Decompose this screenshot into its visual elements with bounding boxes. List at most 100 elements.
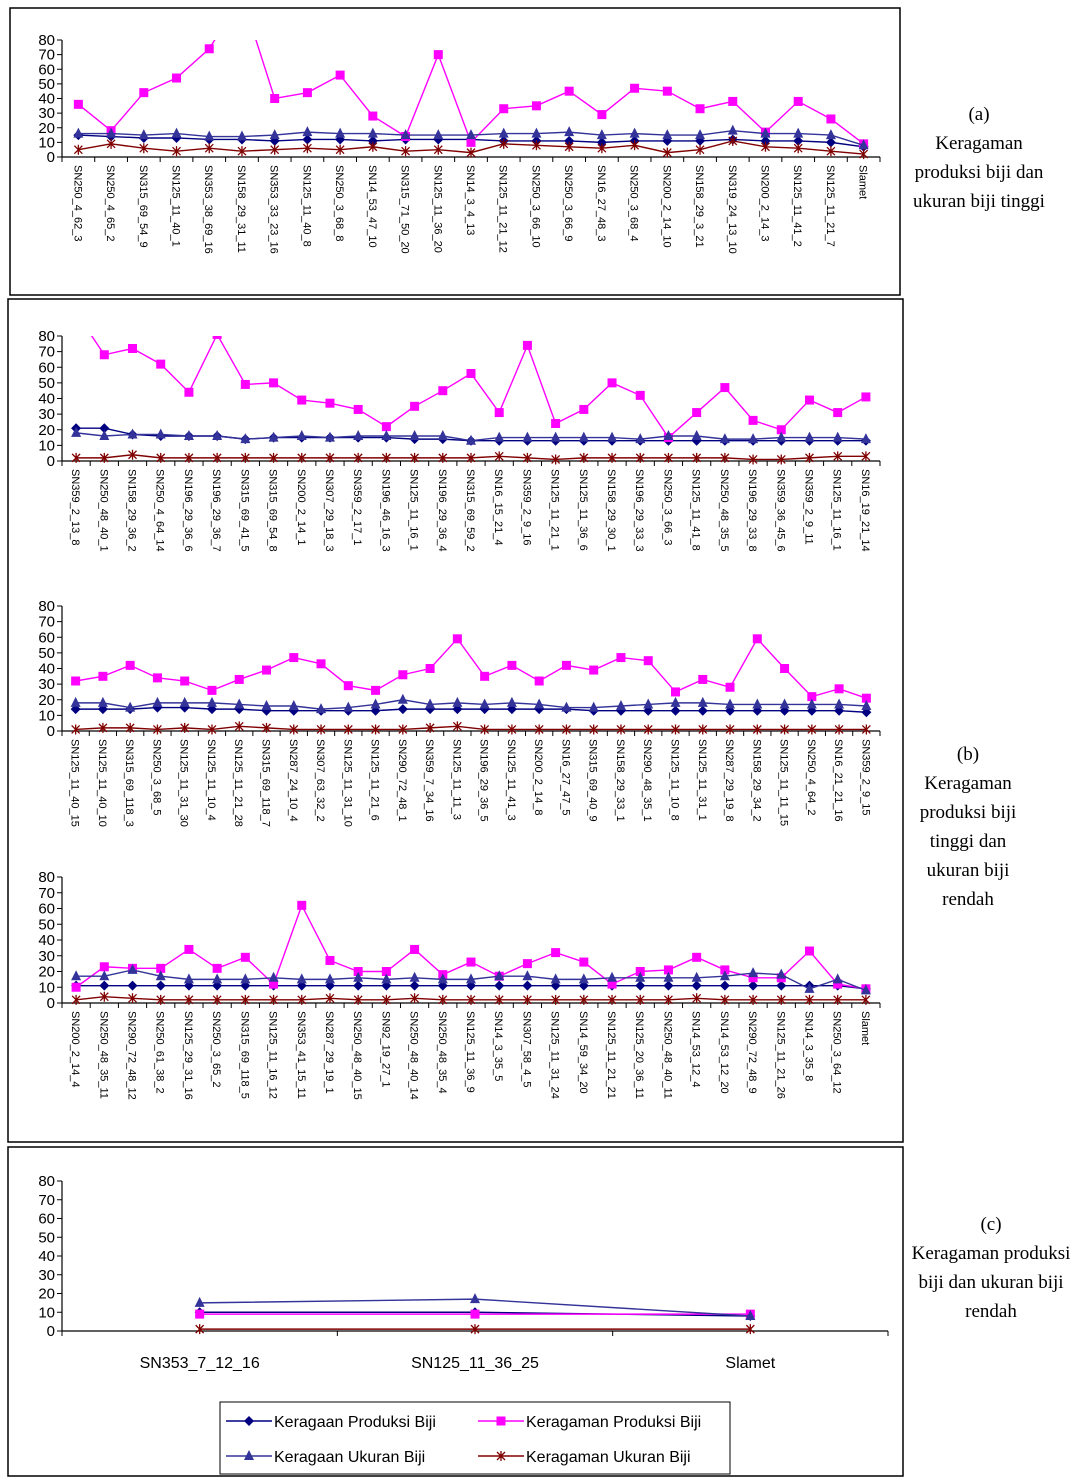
y-tick-label: 0	[47, 453, 55, 470]
x-tick-label: SN290_72_48_1	[396, 739, 408, 822]
marker	[325, 993, 335, 1004]
marker	[437, 430, 448, 440]
x-tick-label: SN125_11_40_10	[96, 739, 108, 827]
marker	[643, 698, 654, 709]
legend-box	[219, 1401, 731, 1475]
y-tick-label: 70	[38, 47, 55, 64]
marker	[127, 963, 138, 974]
marker	[807, 724, 817, 735]
x-tick-label: SN290_72_48_9	[746, 1011, 758, 1094]
marker	[381, 994, 391, 1005]
marker	[494, 451, 504, 462]
marker	[106, 138, 116, 149]
marker	[727, 124, 738, 135]
y-tick-label: 20	[38, 964, 55, 981]
marker	[212, 430, 223, 440]
x-tick-label: SN250_3_65_2	[210, 1011, 222, 1087]
marker	[71, 426, 82, 437]
x-tick-label: SN125_11_40_1	[170, 165, 182, 247]
x-tick-label: SN196_29_36_7	[210, 469, 222, 552]
x-tick-label: SN250_48_35_11	[97, 1011, 109, 1099]
marker	[607, 994, 617, 1005]
marker	[212, 994, 222, 1005]
x-tick-label: SN14_59_34_20	[577, 1011, 589, 1094]
plot	[73, 40, 869, 160]
marker	[138, 129, 149, 140]
marker	[72, 308, 81, 317]
marker	[156, 452, 166, 463]
marker	[409, 971, 420, 982]
marker	[579, 957, 589, 967]
marker	[452, 634, 462, 644]
marker	[745, 1324, 755, 1335]
marker	[793, 135, 804, 146]
marker	[236, 130, 247, 141]
marker	[607, 378, 617, 388]
x-tick-label: SN125_11_21_6	[369, 739, 381, 821]
marker	[325, 398, 335, 408]
marker	[551, 419, 561, 428]
marker	[663, 980, 674, 991]
marker	[409, 980, 420, 991]
marker	[728, 96, 738, 106]
marker	[204, 143, 214, 154]
marker	[172, 146, 181, 157]
marker	[671, 724, 680, 735]
marker	[550, 431, 561, 442]
marker	[860, 984, 871, 995]
x-tick-label: SN200_2_14_4	[69, 1011, 81, 1087]
marker	[670, 696, 681, 707]
marker	[125, 660, 135, 670]
x-tick-label: SN14_53_12_20	[718, 1011, 730, 1094]
marker	[180, 722, 190, 733]
series-line	[75, 725, 867, 731]
marker	[212, 336, 222, 339]
x-tick-label: SN250_48_40_1	[97, 469, 109, 552]
marker	[302, 88, 312, 98]
x-tick-label: SN196_29_36_4	[436, 469, 448, 552]
x-tick-label: SN125_11_36_25	[411, 1355, 539, 1372]
marker	[745, 1310, 756, 1320]
marker	[381, 452, 391, 463]
x-tick-label: SN315_69_40_9	[587, 739, 599, 822]
marker	[597, 143, 607, 154]
panel-b-frame	[7, 298, 904, 1143]
marker	[531, 127, 542, 138]
marker	[697, 696, 708, 707]
marker	[325, 955, 335, 965]
marker	[480, 724, 490, 735]
marker	[206, 696, 217, 707]
marker	[302, 126, 313, 137]
marker	[494, 994, 504, 1005]
marker	[397, 704, 408, 715]
marker	[692, 993, 702, 1004]
marker	[643, 656, 653, 666]
x-tick-label: SN250_48_35_5	[718, 469, 730, 552]
x-tick-label: SN359_2_9_15	[859, 739, 871, 815]
x-tick-label: SN125_11_21_26	[774, 1011, 786, 1099]
marker	[579, 994, 589, 1005]
marker	[316, 659, 326, 669]
y-tick-label: 40	[38, 391, 55, 408]
panel-a-frame	[9, 7, 901, 296]
marker	[561, 724, 571, 735]
marker	[155, 970, 166, 981]
y-tick-label: 30	[38, 948, 55, 965]
marker	[152, 673, 162, 683]
marker	[776, 454, 786, 465]
marker	[184, 452, 194, 463]
marker	[630, 83, 640, 93]
x-tick-label: SN125_11_21_12	[497, 165, 509, 253]
marker	[398, 724, 408, 735]
y-tick-label: 10	[38, 707, 55, 724]
x-tick-label: SN196_29_33_8	[746, 469, 758, 552]
marker	[522, 431, 533, 442]
marker	[748, 967, 759, 978]
marker	[833, 451, 843, 462]
marker	[496, 1451, 506, 1461]
x-tick-label: SN359_36_45_6	[774, 469, 786, 552]
x-tick-label: SN196_46_16_3	[379, 469, 391, 552]
marker	[73, 144, 83, 155]
marker	[498, 127, 509, 138]
x-tick-label: SN125_11_31_24	[549, 1011, 561, 1099]
